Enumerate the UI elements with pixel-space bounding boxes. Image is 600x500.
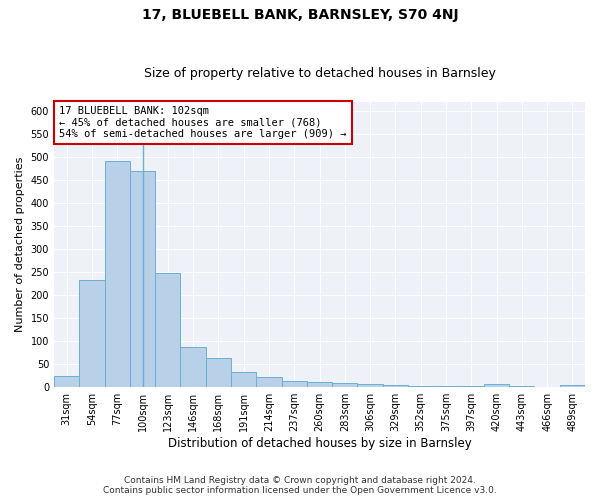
Text: Contains HM Land Registry data © Crown copyright and database right 2024.
Contai: Contains HM Land Registry data © Crown c… (103, 476, 497, 495)
Bar (104, 162, 130, 387)
Text: 17, BLUEBELL BANK, BARNSLEY, S70 4NJ: 17, BLUEBELL BANK, BARNSLEY, S70 4NJ (142, 8, 458, 22)
Bar (181, 346, 206, 387)
Bar (383, 385, 408, 387)
Bar (54, 376, 79, 387)
X-axis label: Distribution of detached houses by size in Barnsley: Distribution of detached houses by size … (167, 437, 472, 450)
Bar (408, 386, 433, 387)
Bar (458, 386, 484, 387)
Bar (358, 384, 383, 387)
Bar (206, 358, 231, 387)
Bar (433, 386, 458, 387)
Bar (560, 385, 585, 387)
Bar (256, 376, 281, 387)
Bar (231, 372, 256, 387)
Bar (332, 382, 358, 387)
Bar (484, 384, 509, 387)
Bar (130, 170, 155, 387)
Y-axis label: Number of detached properties: Number of detached properties (15, 156, 25, 332)
Bar (307, 382, 332, 387)
Bar (509, 386, 535, 387)
Bar (155, 273, 181, 387)
Bar (79, 280, 104, 387)
Title: Size of property relative to detached houses in Barnsley: Size of property relative to detached ho… (143, 66, 496, 80)
Text: 17 BLUEBELL BANK: 102sqm
← 45% of detached houses are smaller (768)
54% of semi-: 17 BLUEBELL BANK: 102sqm ← 45% of detach… (59, 106, 347, 139)
Bar (281, 381, 307, 387)
